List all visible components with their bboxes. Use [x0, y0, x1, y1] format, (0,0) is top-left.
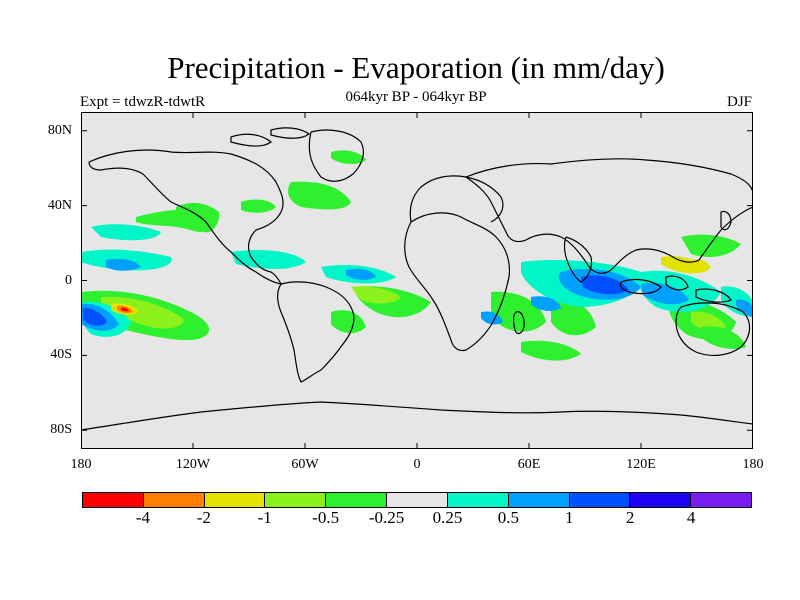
colorbar-label: -1	[257, 508, 272, 527]
contour-region	[346, 268, 376, 280]
colorbar-swatch	[387, 493, 448, 507]
contour-region	[106, 258, 141, 271]
coastline-new-guinea	[695, 288, 732, 303]
contour-region	[331, 310, 366, 334]
contour-region	[351, 286, 401, 304]
contour-region	[531, 296, 561, 311]
latitude-tick-label: 40S	[50, 347, 72, 363]
latitude-tick-label: 80S	[50, 422, 72, 438]
colorbar-swatch	[447, 493, 509, 507]
contour-region	[661, 256, 709, 274]
coastline-greenland	[308, 129, 364, 182]
colorbar-swatch	[83, 493, 144, 507]
longitude-tick-label: 120W	[175, 457, 211, 472]
coastline-india	[563, 236, 593, 283]
contour-region	[288, 181, 351, 210]
coastline-madagascar	[513, 311, 525, 335]
season-label: DJF	[726, 94, 752, 110]
colorbar-label: -4	[135, 508, 150, 527]
colorbar-label: 2	[625, 508, 635, 527]
contour-region	[83, 307, 107, 326]
map-svg	[81, 112, 753, 449]
contour-region	[91, 224, 161, 241]
colorbar-label: -0.25	[368, 508, 405, 527]
contour-region	[691, 259, 711, 270]
map-panel	[81, 112, 753, 449]
tick-marks	[81, 112, 753, 449]
colorbar	[82, 492, 752, 508]
contour-region	[641, 282, 689, 305]
colorbar-label: -0.5	[312, 508, 340, 527]
contour-region	[481, 311, 503, 325]
coastline-africa	[404, 212, 511, 352]
colorbar-swatch	[265, 493, 327, 507]
coastline-japan	[720, 210, 732, 231]
colorbar-swatch	[569, 493, 631, 507]
coastline-antarctica	[81, 401, 753, 431]
contour-region	[121, 307, 129, 312]
contour-region	[241, 199, 276, 213]
coastline-arctic-islands	[270, 127, 311, 139]
colorbar-swatch	[691, 493, 751, 507]
contour-region	[681, 234, 741, 257]
coastlines-layer	[81, 127, 753, 431]
coastline-arctic-islands	[230, 133, 272, 147]
coastline-south-america	[277, 281, 355, 383]
latitude-tick-label: 0	[65, 272, 72, 288]
latitude-tick-label: 40N	[47, 197, 72, 213]
colorbar-label: 1	[565, 508, 574, 527]
longitude-tick-label: 180	[70, 457, 92, 472]
coastline-australia	[675, 302, 751, 357]
contour-region	[736, 299, 753, 317]
contour-region	[691, 311, 726, 331]
colorbar-label: -2	[196, 508, 211, 527]
plot-title: Precipitation - Evaporation (in mm/day)	[167, 50, 665, 85]
contour-region	[581, 275, 629, 295]
coastline-indonesia	[619, 278, 662, 295]
latitude-tick-label: 80N	[47, 122, 72, 138]
colorbar-label: 4	[686, 508, 696, 527]
coastline-asia	[465, 158, 753, 274]
longitude-tick-label: 60W	[291, 457, 319, 472]
longitude-tick-label: 0	[413, 457, 421, 472]
colorbar-swatch	[143, 493, 205, 507]
contour-region	[551, 300, 596, 336]
colorbar-swatch	[508, 493, 570, 507]
longitude-tick-label: 180	[742, 457, 764, 472]
longitude-tick-label: 120E	[626, 457, 656, 472]
colorbar-label: 0.5	[497, 508, 519, 527]
longitude-tick-label: 60E	[517, 457, 541, 472]
colorbar-swatch	[204, 493, 266, 507]
coastline-borneo	[665, 275, 689, 291]
colorbar-swatch	[326, 493, 388, 507]
colorbar-swatch	[630, 493, 692, 507]
contour-region	[701, 326, 746, 349]
contour-region	[521, 340, 581, 361]
contour-region	[331, 150, 366, 165]
colorbar-label: 0.25	[432, 508, 463, 527]
plot-subtitle: 064kyr BP - 064kyr BP	[345, 89, 487, 105]
experiment-label: Expt = tdwzR-tdwtR	[80, 94, 206, 110]
coastline-north-america	[88, 149, 284, 285]
